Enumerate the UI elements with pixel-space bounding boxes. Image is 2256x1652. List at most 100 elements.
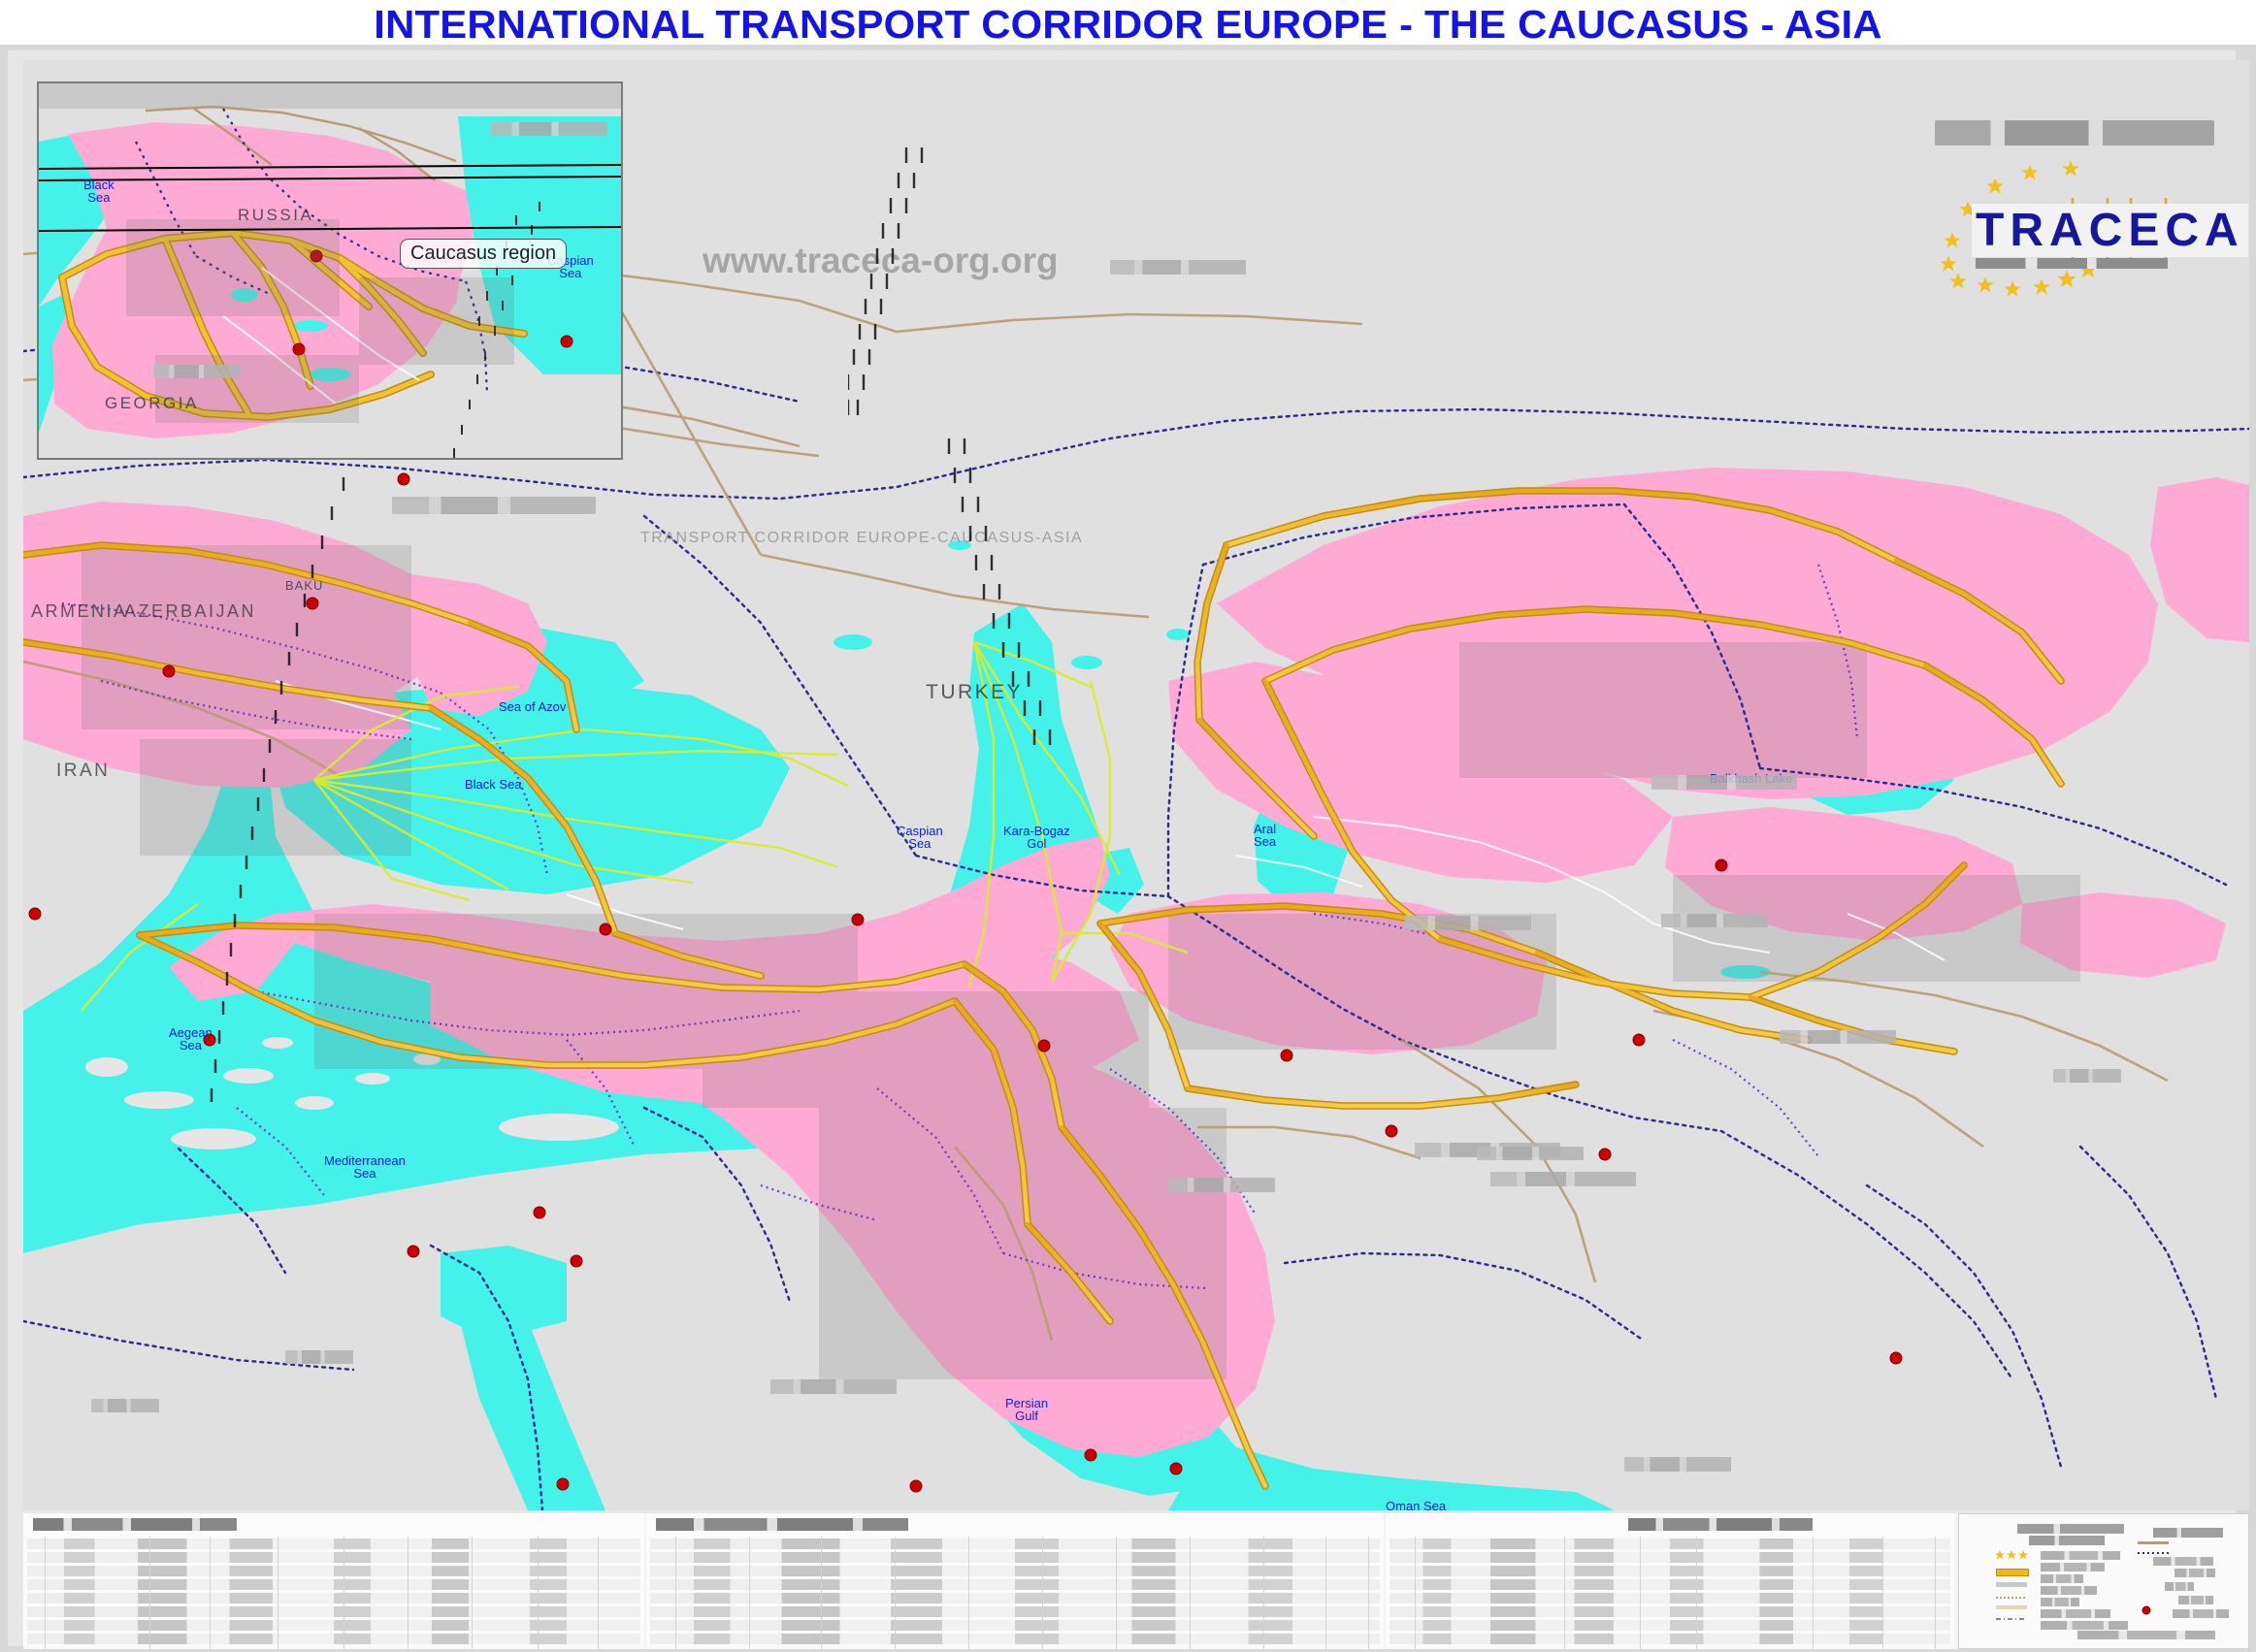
table-row [27,1539,640,1549]
table-right[interactable] [1386,1513,1954,1649]
table-row [1390,1539,1950,1549]
country-borders [23,332,2249,1510]
legend-thin-swatch [1996,1605,2027,1609]
table-row [27,1552,640,1563]
table-row [27,1593,640,1603]
inset-caption: Caucasus region [400,239,568,269]
title-bar: INTERNATIONAL TRANSPORT CORRIDOR EUROPE … [0,0,2256,50]
inset-blurred-header [491,122,607,136]
table-row [650,1606,1380,1617]
map-sheet-inner: Black Sea Sea of Azov Caspian Sea Kara-Bo… [8,50,2249,1649]
table-col-sep [1882,1537,1883,1649]
table-col-sep [1564,1537,1565,1649]
legend-right-label [2165,1582,2194,1591]
table-row [650,1593,1380,1603]
table-row [1390,1606,1950,1617]
blurred-label-ukraine [392,497,596,514]
blurred-label-tajikistan [1661,914,1768,927]
traceca-wordmark: TRACECA [1972,204,2248,257]
table-col-sep [1696,1537,1697,1649]
table-col-sep [821,1537,822,1649]
blurred-label-iraq [1477,1147,1584,1160]
table-row [650,1579,1380,1590]
table-col-sep [675,1537,676,1649]
table-row [650,1634,1380,1644]
blurred-label-uzbekistan [1405,916,1531,930]
table-left[interactable] [23,1513,644,1649]
legend-title [2017,1524,2124,1534]
table-col-sep [472,1537,473,1649]
table-col-sep [45,1537,46,1649]
legend-label [2041,1609,2110,1618]
table-left-grid [23,1537,644,1649]
table-row [27,1566,640,1576]
table-row [27,1620,640,1631]
inset-map-caucasus[interactable]: Black Sea Caspian Sea RUSSIA GEORGIA Cauca… [37,81,623,460]
traceca-logo[interactable]: TRACECA [1925,120,2248,303]
table-row [650,1552,1380,1563]
table-col-sep [1263,1537,1264,1649]
table-col-sep [1640,1537,1641,1649]
label-baku: BAKU [285,578,324,593]
blurred-label-kazakhstan [1651,775,1797,790]
blurred-label-russia-n [1110,260,1246,275]
blurred-label-egypt [285,1350,353,1364]
inset-blurred-label-turkey [153,365,241,378]
legend-grey-swatch [1996,1582,2027,1587]
page-title: INTERNATIONAL TRANSPORT CORRIDOR EUROPE … [374,2,1882,47]
table-col-sep [598,1537,599,1649]
map-legend[interactable] [1958,1513,2249,1649]
table-row [27,1606,640,1617]
blurred-logo-url [1935,120,2214,146]
table-col-sep [538,1537,539,1649]
legend-blue-dotted-swatch [2138,1552,2169,1554]
port-dots [28,472,1903,1493]
main-map[interactable]: Black Sea Sea of Azov Caspian Sea Kara-Bo… [23,60,2249,1510]
legend-right-label [2153,1557,2213,1566]
label-turkey: TURKEY [926,681,1024,703]
legend-label [2041,1598,2079,1606]
table-row [27,1634,640,1644]
legend-label [2041,1574,2083,1583]
table-col-sep [343,1537,344,1649]
table-col-sep [749,1537,750,1649]
table-col-sep [149,1537,150,1649]
map-graphics [23,60,2249,1510]
label-azerbaijan: AZERBAIJAN [124,601,257,621]
legend-footer [2077,1631,2215,1639]
table-row [1390,1579,1950,1590]
legend-label [2041,1563,2105,1571]
table-mid-grid [646,1537,1384,1649]
table-row [1390,1620,1950,1631]
blurred-label-afghanistan [1490,1172,1636,1186]
legend-road-swatch [1996,1569,2029,1576]
legend-brown-swatch [2138,1541,2169,1544]
table-col-sep [968,1537,969,1649]
blurred-logo-subtitle [1976,258,2168,269]
admin-lines [275,680,1945,961]
table-row [27,1579,640,1590]
table-mid[interactable] [646,1513,1384,1649]
table-row [650,1620,1380,1631]
table-row [650,1539,1380,1549]
watermark-url-main: www.traceca-org.org [703,241,1059,280]
legend-star-icons [1994,1550,2029,1560]
table-col-sep [408,1537,409,1649]
watermark-corridor-text: TRANSPORT CORRIDOR EUROPE-CAUCASUS-ASIA [640,530,1084,546]
table-right-grid [1386,1537,1954,1649]
inset-label-russia: RUSSIA [238,206,314,224]
railway-lines [61,564,1859,1290]
table-row [1390,1552,1950,1563]
table-col-sep [1415,1537,1416,1649]
blurred-label-kyrgyzstan [1780,1030,1896,1044]
table-col-sep [1042,1537,1043,1649]
corridor-roads [23,488,2064,1489]
table-row [1390,1634,1950,1644]
table-row [1390,1566,1950,1576]
table-row [650,1566,1380,1576]
legend-right-label [2174,1569,2215,1577]
table-col-sep [1190,1537,1191,1649]
label-armenia: ARMENIA [31,601,128,621]
table-col-sep [1116,1537,1117,1649]
inset-label-georgia: GEORGIA [105,394,199,412]
